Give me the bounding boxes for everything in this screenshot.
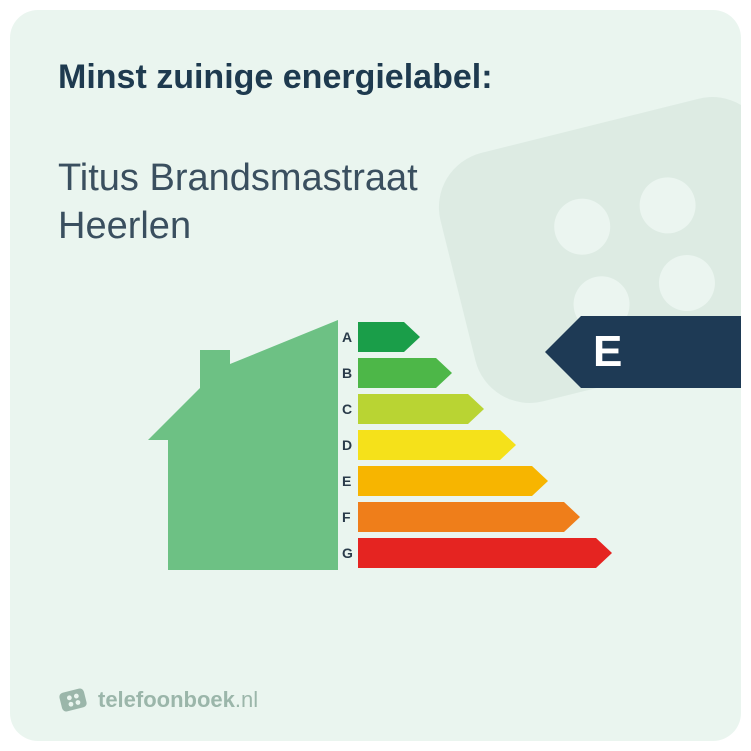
energy-bar-shape <box>358 502 580 532</box>
energy-bar-label: F <box>338 509 358 525</box>
energy-bar-row: C <box>338 394 612 424</box>
energy-graphic: A B C D E F G E <box>58 310 693 590</box>
energy-bar-shape <box>358 358 452 388</box>
current-label-badge: E <box>545 316 741 388</box>
current-label-letter: E <box>593 327 622 377</box>
energy-bar-row: E <box>338 466 612 496</box>
energy-bar-row: F <box>338 502 612 532</box>
badge-arrow-tip <box>545 316 581 388</box>
footer-brand: telefoonboek.nl <box>58 685 258 715</box>
footer-logo-icon <box>58 685 88 715</box>
energy-bar-label: B <box>338 365 358 381</box>
footer-brand-name: telefoonboek <box>98 687 235 712</box>
energy-bar-label: G <box>338 545 358 561</box>
footer-brand-ext: .nl <box>235 687 258 712</box>
address-block: Titus Brandsmastraat Heerlen <box>58 155 693 250</box>
energy-bar-row: G <box>338 538 612 568</box>
footer-text: telefoonboek.nl <box>98 687 258 713</box>
house-icon <box>148 320 338 570</box>
energy-bar-label: C <box>338 401 358 417</box>
address-line-1: Titus Brandsmastraat <box>58 155 693 203</box>
badge-body: E <box>581 316 741 388</box>
energy-bar-shape <box>358 466 548 496</box>
card-title: Minst zuinige energielabel: <box>58 58 693 97</box>
info-card: Minst zuinige energielabel: Titus Brands… <box>10 10 741 741</box>
energy-bar-shape <box>358 538 612 568</box>
energy-bar-row: D <box>338 430 612 460</box>
energy-bar-label: D <box>338 437 358 453</box>
energy-bar-shape <box>358 322 420 352</box>
address-line-2: Heerlen <box>58 203 693 251</box>
energy-bar-shape <box>358 430 516 460</box>
energy-bar-shape <box>358 394 484 424</box>
energy-bar-label: E <box>338 473 358 489</box>
energy-bar-label: A <box>338 329 358 345</box>
